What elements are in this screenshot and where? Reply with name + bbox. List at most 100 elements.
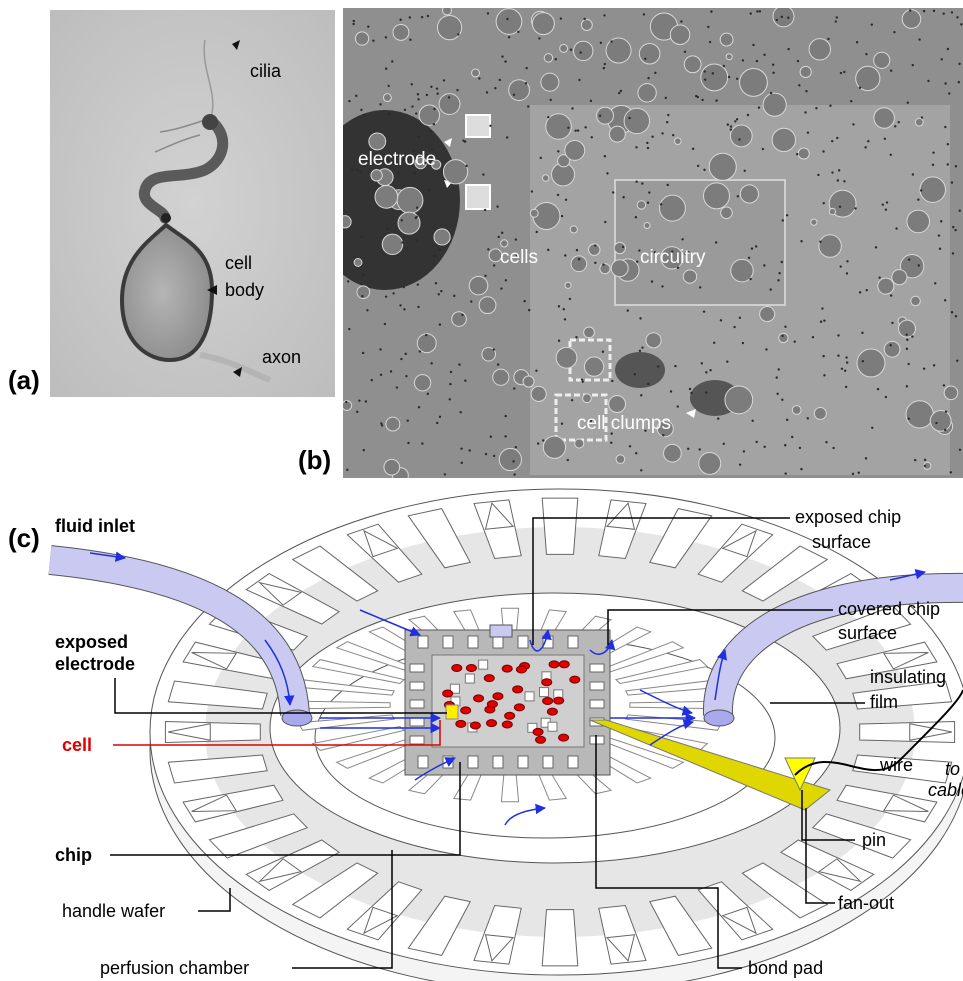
particle (547, 116, 549, 118)
cell (514, 704, 524, 711)
particle (640, 469, 642, 471)
particle (770, 288, 772, 290)
particle (918, 264, 920, 266)
particle (712, 72, 714, 74)
bubble (721, 207, 733, 219)
particle (690, 392, 692, 394)
particle (938, 234, 940, 236)
annotation: fluid inlet (55, 516, 135, 536)
particle (755, 245, 757, 247)
particle (430, 362, 432, 364)
particle (363, 114, 365, 116)
particle (388, 85, 390, 87)
particle (400, 358, 402, 360)
bond-pad (590, 700, 604, 708)
particle (417, 98, 419, 100)
tube-opening (704, 710, 734, 726)
particle (838, 169, 840, 171)
particle (384, 323, 386, 325)
particle (561, 423, 563, 425)
bubble (434, 229, 450, 245)
particle (365, 400, 367, 402)
cell-tip (202, 114, 218, 130)
particle (415, 239, 417, 241)
bubble (829, 208, 835, 214)
particle (523, 300, 525, 302)
particle (535, 370, 537, 372)
particle (461, 462, 463, 464)
particle (742, 59, 744, 61)
particle (727, 123, 729, 125)
particle (858, 472, 860, 474)
particle (469, 449, 471, 451)
bubble (499, 448, 521, 470)
particle (487, 12, 489, 14)
bubble (386, 417, 400, 431)
particle (458, 363, 460, 365)
particle (845, 356, 847, 358)
particle (837, 179, 839, 181)
particle (893, 31, 895, 33)
particle (493, 348, 495, 350)
particle (723, 443, 725, 445)
leader-line (198, 888, 230, 911)
particle (947, 143, 949, 145)
particle (720, 319, 722, 321)
cell (516, 666, 526, 673)
particle (846, 260, 848, 262)
particle (651, 280, 653, 282)
particle (363, 449, 365, 451)
particle (396, 386, 398, 388)
particle (836, 137, 838, 139)
particle (923, 10, 925, 12)
particle (756, 60, 758, 62)
particle (413, 172, 415, 174)
cell (502, 721, 512, 728)
particle (528, 309, 530, 311)
particle (348, 100, 350, 102)
bubble (884, 341, 900, 357)
particle (448, 96, 450, 98)
particle (639, 350, 641, 352)
particle (610, 442, 612, 444)
bubble (874, 52, 890, 68)
particle (906, 334, 908, 336)
bubble (443, 160, 467, 184)
particle (908, 418, 910, 420)
particle (385, 295, 387, 297)
bubble (906, 401, 933, 428)
particle (875, 246, 877, 248)
particle (807, 131, 809, 133)
particle (680, 20, 682, 22)
particle (644, 58, 646, 60)
bubble (609, 396, 626, 413)
particle (425, 334, 427, 336)
particle (639, 317, 641, 319)
particle (665, 97, 667, 99)
bubble (574, 41, 593, 60)
particle (647, 147, 649, 149)
bubble (779, 333, 788, 342)
bubble (902, 10, 921, 29)
particle (385, 36, 387, 38)
particle (886, 201, 888, 203)
particle (843, 71, 845, 73)
particle (612, 191, 614, 193)
particle (399, 304, 401, 306)
particle (794, 340, 796, 342)
particle (433, 123, 435, 125)
exposed-electrode (446, 705, 458, 719)
particle (561, 215, 563, 217)
particle (504, 60, 506, 62)
particle (666, 121, 668, 123)
particle (751, 420, 753, 422)
particle (470, 300, 472, 302)
particle (817, 174, 819, 176)
particle (939, 248, 941, 250)
particle (506, 136, 508, 138)
particle (456, 89, 458, 91)
cell (466, 665, 476, 672)
bubble (543, 436, 565, 458)
bubble (575, 439, 584, 448)
figure: cilia cell body axon (a) electrode cells… (0, 0, 963, 981)
